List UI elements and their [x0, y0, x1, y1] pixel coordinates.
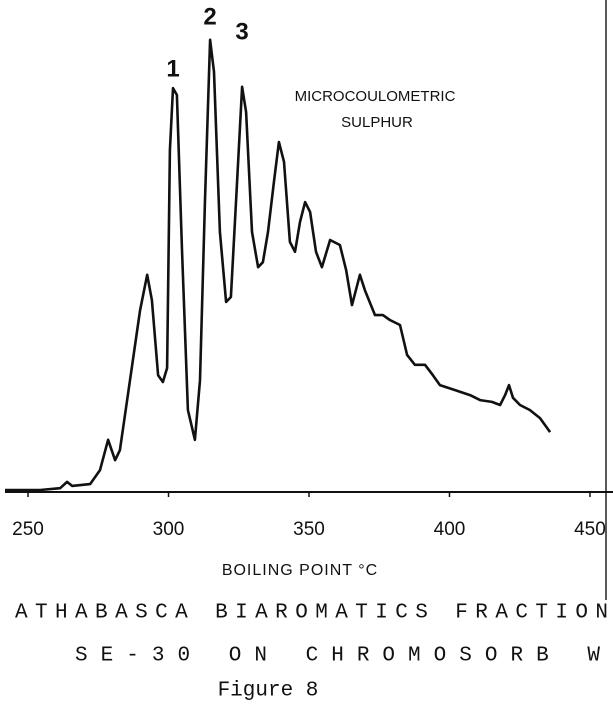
- annotation: 1: [166, 55, 179, 82]
- x-axis-label: BOILING POINT °C: [222, 562, 378, 579]
- x-tick-label: 300: [153, 519, 185, 540]
- caption: SE-30 ON CHROMOSORB W: [75, 645, 600, 668]
- figure-label: Figure 8: [218, 680, 319, 703]
- x-tick-label: 400: [434, 519, 466, 540]
- annotation: MICROCOULOMETRIC: [295, 88, 456, 105]
- annotation: SULPHUR: [341, 114, 413, 131]
- chromatogram-line: [5, 38, 552, 492]
- caption: ATHABASCA BIAROMATICS FRACTION: [15, 602, 608, 625]
- x-tick-label: 250: [12, 519, 44, 540]
- x-tick-label: 350: [293, 519, 325, 540]
- annotation: 2: [203, 3, 216, 30]
- x-tick-label: 450: [574, 519, 606, 540]
- annotation: 3: [235, 18, 248, 45]
